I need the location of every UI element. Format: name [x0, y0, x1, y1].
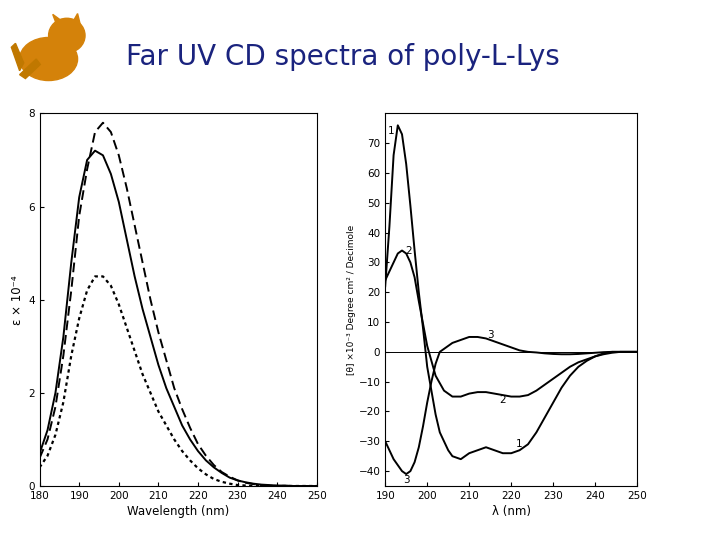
- Polygon shape: [72, 14, 80, 24]
- Text: 2: 2: [405, 246, 412, 255]
- Text: 2: 2: [500, 395, 506, 404]
- Y-axis label: ε × 10⁻⁴: ε × 10⁻⁴: [11, 275, 24, 325]
- X-axis label: λ (nm): λ (nm): [492, 505, 531, 518]
- Text: 3: 3: [403, 475, 410, 485]
- Circle shape: [48, 18, 85, 53]
- Ellipse shape: [19, 37, 78, 80]
- Text: 1: 1: [388, 126, 395, 136]
- Y-axis label: [θ] ×10⁻³ Degree cm² / Decimole: [θ] ×10⁻³ Degree cm² / Decimole: [347, 225, 356, 375]
- Polygon shape: [19, 59, 40, 79]
- Text: 3: 3: [487, 330, 493, 340]
- Text: 1: 1: [516, 439, 523, 449]
- Text: Far UV CD spectra of poly-L-Lys: Far UV CD spectra of poly-L-Lys: [126, 43, 559, 71]
- Polygon shape: [12, 43, 24, 71]
- Polygon shape: [53, 15, 63, 25]
- X-axis label: Wavelength (nm): Wavelength (nm): [127, 505, 230, 518]
